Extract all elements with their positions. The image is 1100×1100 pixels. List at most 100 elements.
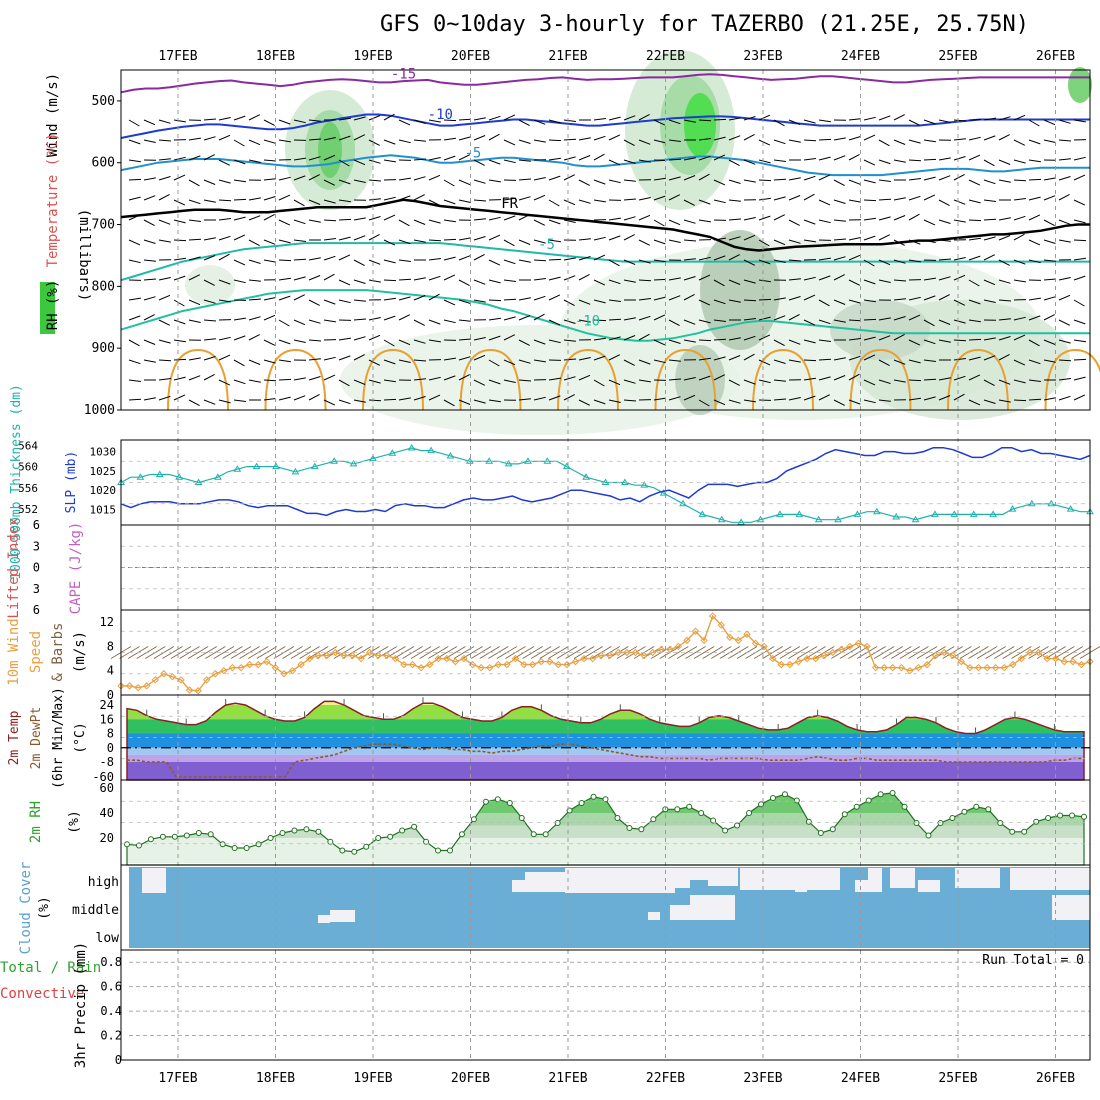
wind-barb	[1043, 119, 1056, 126]
wind-barb	[383, 279, 397, 282]
wind-barb	[593, 179, 606, 185]
wind-barb	[458, 299, 471, 304]
axis-label: (m/s)	[72, 631, 88, 673]
wind-barb	[848, 254, 861, 261]
wind-barb	[368, 198, 381, 201]
wind-speed-point	[280, 670, 288, 678]
wind-barb	[893, 114, 905, 121]
wind-barb	[788, 278, 801, 281]
wind-barb	[218, 299, 231, 303]
wind-barb	[368, 359, 381, 366]
rh-point	[949, 815, 956, 821]
y-tick-label: -8	[100, 755, 114, 769]
wind-barb	[938, 199, 950, 207]
thickness-point	[272, 462, 280, 470]
wind-barb	[443, 179, 455, 187]
wind-barb	[1013, 233, 1025, 241]
wind-barb	[368, 139, 380, 146]
rh-point	[913, 820, 920, 826]
wind-barb	[218, 354, 231, 361]
thickness-point	[756, 515, 765, 523]
wind-barb	[1043, 278, 1057, 281]
wind-barb	[548, 319, 561, 326]
wind-barb	[578, 199, 591, 204]
wind-barb	[323, 179, 336, 186]
wind-barb	[308, 299, 320, 306]
thickness-point	[485, 457, 494, 464]
wind-barb	[278, 295, 291, 301]
wind-barb	[213, 646, 235, 659]
wind-barb	[683, 276, 696, 281]
wind-barb	[368, 259, 381, 265]
wind-barb	[263, 259, 276, 263]
wind-barb	[473, 117, 486, 121]
wind-barb	[1028, 239, 1041, 246]
wind-barb	[128, 139, 141, 145]
wind-barb	[953, 375, 966, 381]
wind-speed-point	[451, 657, 460, 666]
wind-barb	[683, 199, 695, 206]
y-tick-label: 8	[107, 639, 114, 653]
wind-barb	[383, 359, 396, 365]
wind-barb	[278, 339, 291, 345]
wind-barb	[683, 394, 696, 401]
wind-barb	[398, 259, 411, 262]
wind-barb	[893, 197, 906, 201]
date-label-top: 25FEB	[938, 49, 977, 64]
wind-barb	[218, 279, 231, 285]
wind-speed-point	[1060, 657, 1068, 666]
wind-barb	[278, 396, 291, 401]
wind-barb	[1073, 174, 1086, 181]
wind-speed-point	[734, 636, 743, 645]
wind-speed-point	[640, 651, 648, 660]
wind-barb	[818, 257, 831, 261]
wind-barb	[203, 356, 216, 361]
wind-barb	[638, 113, 650, 121]
wind-speed-point	[708, 612, 717, 620]
wind-barb	[998, 259, 1010, 266]
wind-barb	[1058, 294, 1071, 301]
wind-barb	[878, 259, 891, 266]
wind-barb	[1043, 177, 1056, 181]
wind-barb	[473, 299, 486, 303]
wind-speed-point	[297, 660, 305, 669]
slp-line	[120, 446, 1091, 517]
thickness-point	[1047, 499, 1056, 507]
wind-barb	[368, 216, 381, 221]
wind-barb	[248, 114, 261, 121]
thickness-point	[233, 465, 242, 472]
rh-point	[207, 831, 214, 838]
wind-barb	[1028, 379, 1041, 382]
wind-barb	[758, 215, 771, 221]
wind-barb	[578, 273, 590, 281]
wind-barb	[1043, 139, 1056, 143]
wind-speed-line	[121, 614, 1091, 692]
wind-barb	[968, 356, 981, 361]
wind-barb	[833, 299, 846, 305]
thickness-point	[349, 459, 358, 467]
wind-barb	[668, 239, 681, 243]
wind-speed-point	[340, 651, 348, 660]
rh-point	[124, 841, 130, 848]
rh-point	[518, 815, 525, 821]
wind-barb	[503, 316, 516, 321]
wind-barb	[743, 399, 756, 403]
wind-barb	[638, 333, 650, 341]
wind-barb	[668, 139, 681, 142]
wind-barb	[683, 219, 696, 224]
wind-barb	[1058, 176, 1071, 181]
wind-barb	[923, 158, 937, 161]
axis-label: Temperature (°C)	[45, 133, 61, 268]
wind-barb	[248, 359, 261, 365]
cloud-cell	[688, 868, 708, 880]
wind-barb	[998, 353, 1010, 361]
rh-point	[758, 801, 765, 808]
cloud-cell	[565, 868, 675, 893]
wind-barb	[1028, 359, 1041, 365]
wind-speed-point	[717, 621, 725, 629]
wind-barb	[593, 279, 606, 286]
wind-barb	[143, 177, 156, 181]
wind-barb	[263, 398, 276, 401]
wind-barb	[563, 174, 576, 181]
wind-barb	[338, 355, 351, 361]
